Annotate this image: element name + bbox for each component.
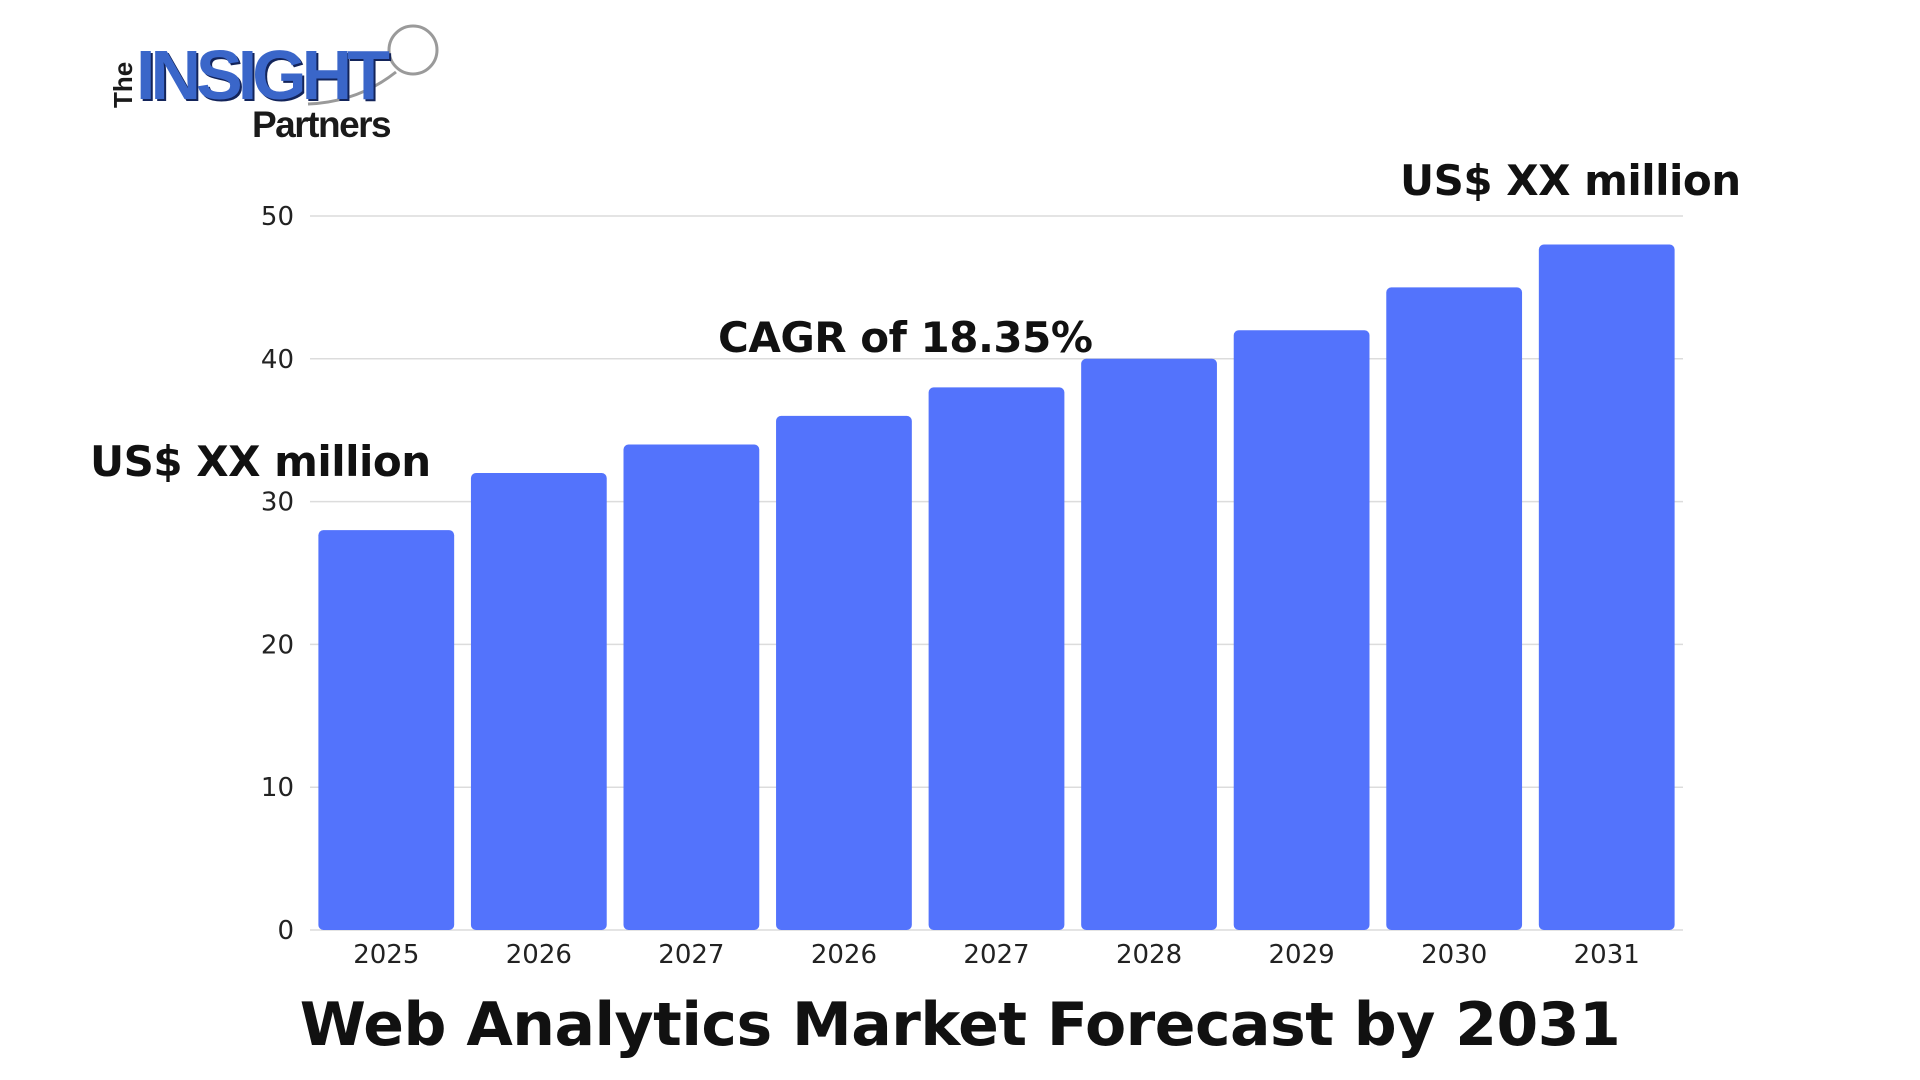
bar-9 xyxy=(1538,244,1675,930)
x-tick-label: 2025 xyxy=(353,940,419,970)
bar-1 xyxy=(318,530,455,930)
end-value-annotation: US$ XX million xyxy=(1400,156,1741,205)
y-tick-label: 10 xyxy=(261,773,294,803)
logo-name: INSIGHT xyxy=(136,36,390,114)
x-tick-label: 2027 xyxy=(658,940,724,970)
bar-7 xyxy=(1233,330,1370,930)
cagr-annotation: CAGR of 18.35% xyxy=(718,313,1093,362)
x-tick-label: 2030 xyxy=(1421,940,1487,970)
y-tick-label: 40 xyxy=(261,345,294,375)
bars xyxy=(318,244,1675,930)
x-tick-label: 2031 xyxy=(1574,940,1640,970)
bar-8 xyxy=(1386,287,1523,930)
bar-5 xyxy=(928,387,1065,930)
x-tick-label: 2027 xyxy=(963,940,1029,970)
bar-3 xyxy=(623,444,760,930)
start-value-annotation: US$ XX million xyxy=(90,437,431,486)
y-tick-label: 0 xyxy=(277,916,294,946)
x-tick-label: 2026 xyxy=(506,940,572,970)
x-tick-label: 2028 xyxy=(1116,940,1182,970)
y-tick-label: 30 xyxy=(261,488,294,518)
chart-title: Web Analytics Market Forecast by 2031 xyxy=(299,990,1621,1060)
x-axis-ticks: 2025 2026 2027 2026 2027 2028 2029 2030 2031 xyxy=(353,940,1640,970)
logo-subname: Partners xyxy=(252,104,392,145)
insight-partners-logo: The INSIGHT Partners xyxy=(108,22,448,145)
x-tick-label: 2026 xyxy=(811,940,877,970)
y-axis-ticks: 0 10 20 30 40 50 xyxy=(261,202,294,946)
bar-2 xyxy=(470,473,607,930)
y-tick-label: 20 xyxy=(261,630,294,660)
y-tick-label: 50 xyxy=(261,202,294,232)
magnifier-icon xyxy=(307,24,439,106)
x-tick-label: 2029 xyxy=(1269,940,1335,970)
bar-6 xyxy=(1081,358,1217,930)
bar-4 xyxy=(776,415,912,930)
